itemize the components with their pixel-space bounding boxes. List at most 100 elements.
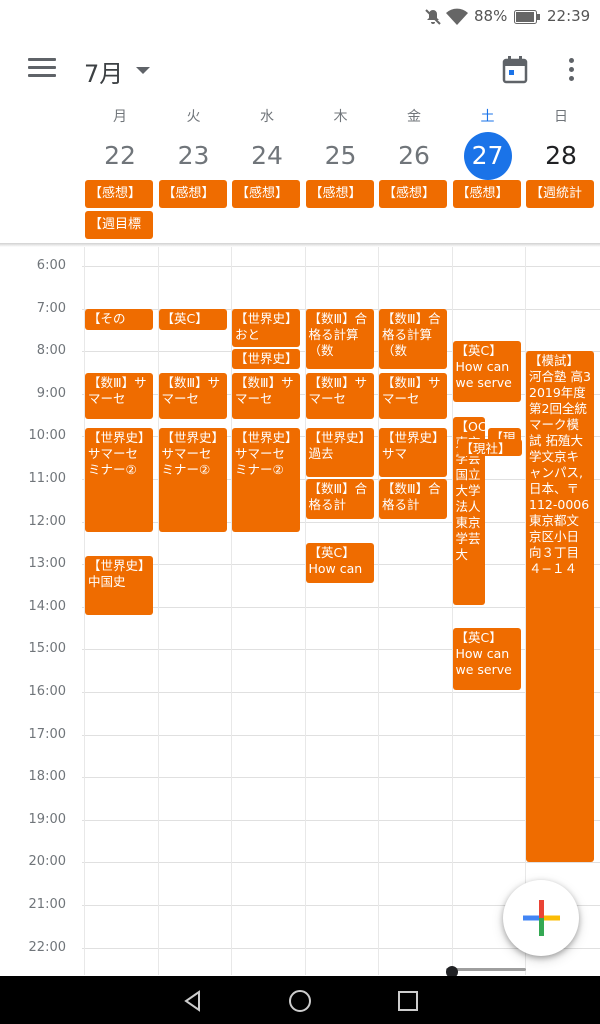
calendar-event[interactable]: 【世界史】サマーセミナー② <box>158 427 227 533</box>
calendar-event[interactable]: 【模試】河合塾 高3 2019年度第2回全統マーク模試 拓殖大学文京キャンパス,… <box>526 351 594 863</box>
hour-line <box>82 521 600 523</box>
create-event-button[interactable] <box>503 880 579 956</box>
day-number: 25 <box>324 141 357 170</box>
all-day-event[interactable]: 【感想】 <box>379 180 447 208</box>
calendar-event[interactable]: 【世界史】おと <box>232 308 300 347</box>
all-day-event[interactable]: 【感想】 <box>232 180 300 208</box>
hour-line <box>82 862 600 864</box>
calendar-event[interactable]: 【世界史】過去 <box>305 427 374 477</box>
hour-line <box>82 777 600 779</box>
mute-icon <box>425 9 441 25</box>
hour-label: 6:00 <box>36 258 66 273</box>
home-icon[interactable] <box>287 988 313 1014</box>
calendar-event[interactable]: 【世界史】中国史 <box>85 555 153 616</box>
hour-label: 12:00 <box>28 513 66 529</box>
hour-label: 20:00 <box>28 854 66 870</box>
calendar-event[interactable]: 【その <box>85 308 153 330</box>
all-day-event[interactable]: 【週目標 <box>85 211 153 239</box>
hour-label: 18:00 <box>28 769 66 785</box>
day-of-week: 土 <box>480 109 495 125</box>
status-bar: 88% 22:39 <box>0 0 600 34</box>
day-column-divider <box>84 247 85 975</box>
calendar-event[interactable]: 【数Ⅲ】合格る計 <box>305 479 374 520</box>
calendar-today-icon[interactable] <box>502 56 528 84</box>
hour-label: 8:00 <box>36 343 66 359</box>
calendar-event[interactable]: 【数Ⅲ】合格る計算（数 <box>379 308 447 370</box>
time-grid[interactable]: 6:00 7:00 8:00 9:00 10:00 11:00 12:00 13:00 14:0… <box>0 247 600 975</box>
day-header-26[interactable]: 金 26 <box>378 106 450 180</box>
recents-icon[interactable] <box>395 988 421 1014</box>
hour-line <box>82 692 600 693</box>
all-day-event[interactable]: 【感想】 <box>452 180 521 208</box>
day-number: 27 <box>463 132 512 180</box>
hour-label: 15:00 <box>28 641 66 657</box>
day-column-divider <box>378 247 379 975</box>
hour-line <box>82 649 600 651</box>
back-icon[interactable] <box>180 988 206 1014</box>
day-header-22[interactable]: 月 22 <box>84 106 156 180</box>
hour-line <box>82 819 600 821</box>
day-number: 22 <box>104 141 136 170</box>
calendar-event[interactable]: 【数Ⅲ】サマーセ <box>379 372 447 420</box>
all-day-event[interactable]: 【感想】 <box>305 180 374 208</box>
day-header-27[interactable]: 土 27 <box>452 106 524 180</box>
battery-percent: 88% <box>474 7 508 25</box>
calendar-event[interactable]: 【英C】How can we serve <box>158 308 227 330</box>
hour-label: 21:00 <box>28 897 66 912</box>
day-header-23[interactable]: 火 23 <box>158 106 230 180</box>
calendar-event[interactable]: 【数Ⅲ】サマーセ <box>305 372 374 420</box>
all-day-event[interactable]: 【週統計 <box>526 180 594 208</box>
scroll-handle[interactable] <box>446 966 458 978</box>
system-nav-bar <box>0 976 600 1024</box>
day-header-25[interactable]: 木 25 <box>305 106 377 180</box>
menu-icon[interactable] <box>28 58 56 82</box>
day-column-divider <box>231 247 232 975</box>
calendar-event[interactable]: 【世界史】サマーセミナー② <box>85 427 153 533</box>
day-header-24[interactable]: 水 24 <box>231 106 303 180</box>
scrollbar[interactable] <box>446 968 526 971</box>
hour-line <box>82 947 600 949</box>
day-column-divider <box>304 247 306 975</box>
calendar-event[interactable]: 【数Ⅲ】サマーセ <box>158 372 227 420</box>
day-of-week: 木 <box>333 109 348 125</box>
all-day-divider <box>0 243 600 247</box>
hour-label: 22:00 <box>28 939 66 955</box>
day-number: 23 <box>177 141 210 170</box>
day-of-week: 金 <box>407 109 421 125</box>
calendar-event[interactable]: 【世界史】サマーセミナー② <box>232 427 300 533</box>
battery-icon <box>514 10 540 24</box>
calendar-event[interactable]: 【英C】How can we serve <box>452 340 521 403</box>
hour-line <box>82 734 600 736</box>
calendar-event[interactable]: 【数Ⅲ】サマーセ <box>85 372 153 420</box>
hour-label: 16:00 <box>28 684 66 699</box>
calendar-event[interactable]: 【世界史】 <box>232 349 300 370</box>
calendar-event[interactable]: 【現社】 <box>457 438 522 456</box>
day-header-28[interactable]: 日 28 <box>525 106 597 180</box>
clock: 22:39 <box>547 7 591 25</box>
app-bar: 7月 <box>0 34 600 106</box>
day-of-week: 月 <box>113 109 127 125</box>
hour-line <box>82 266 600 267</box>
month-title[interactable]: 7月 <box>84 60 124 88</box>
calendar-event[interactable]: 【英C】How can we serve <box>452 628 521 690</box>
calendar-event[interactable]: 【数Ⅲ】合格る計 <box>379 479 447 520</box>
all-day-event[interactable]: 【感想】 <box>158 180 227 208</box>
calendar-event[interactable]: 【世界史】サマ <box>379 427 447 477</box>
calendar-event[interactable]: 【数Ⅲ】サマーセ <box>232 372 300 420</box>
day-number: 24 <box>251 141 283 170</box>
more-options-icon[interactable] <box>561 58 581 84</box>
hour-label: 9:00 <box>36 385 66 401</box>
calendar-event[interactable]: 【英C】How can <box>305 542 374 584</box>
hour-label: 14:00 <box>28 598 66 614</box>
day-column-divider <box>157 247 159 975</box>
day-column-divider <box>525 247 526 975</box>
day-column-divider <box>451 247 453 975</box>
chevron-down-icon[interactable] <box>136 67 150 74</box>
calendar-event[interactable]: 【数Ⅲ】合格る計算（数 <box>305 308 374 370</box>
hour-label: 19:00 <box>28 811 66 827</box>
day-of-week: 日 <box>554 109 568 125</box>
wifi-icon <box>446 8 468 25</box>
all-day-event[interactable]: 【感想】 <box>85 180 153 208</box>
hour-label: 13:00 <box>28 556 66 572</box>
hour-label: 11:00 <box>28 471 66 486</box>
